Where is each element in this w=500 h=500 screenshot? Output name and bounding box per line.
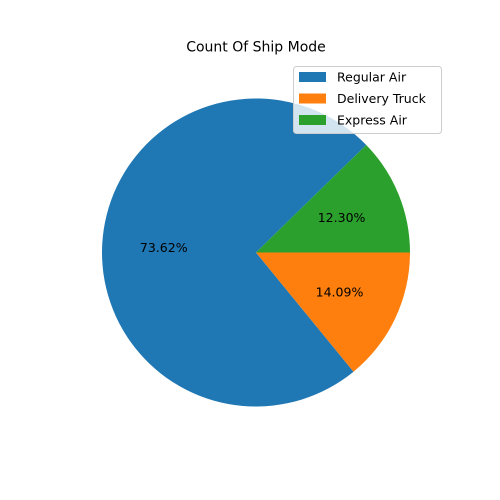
slice-value-label-regular-air: 73.62% xyxy=(140,240,188,255)
legend-swatch-express-air xyxy=(299,115,326,125)
chart-title: Count Of Ship Mode xyxy=(186,40,326,56)
pie-slice-express-air xyxy=(256,144,410,253)
pie-slice-delivery-truck xyxy=(256,252,410,372)
legend-swatch-delivery-truck xyxy=(299,93,326,104)
legend-swatch-regular-air xyxy=(299,72,326,82)
legend: Regular Air Delivery Truck Express Air xyxy=(293,66,442,134)
pie-slices xyxy=(101,98,410,407)
pie-slice-regular-air xyxy=(101,98,367,407)
pie-value-labels: 73.62% 14.09% 12.30% xyxy=(140,210,366,299)
legend-label-express-air: Express Air xyxy=(337,113,408,128)
slice-value-label-delivery-truck: 14.09% xyxy=(316,285,364,300)
legend-frame xyxy=(293,66,442,134)
legend-label-regular-air: Regular Air xyxy=(337,70,407,85)
slice-value-label-express-air: 12.30% xyxy=(318,210,366,225)
legend-label-delivery-truck: Delivery Truck xyxy=(337,91,427,106)
